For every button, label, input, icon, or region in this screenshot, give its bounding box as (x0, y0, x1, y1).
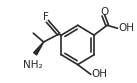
Text: F: F (43, 12, 49, 22)
Text: OH: OH (92, 69, 108, 79)
Text: O: O (100, 6, 108, 17)
Text: OH: OH (118, 23, 134, 33)
Polygon shape (34, 42, 44, 55)
Text: NH₂: NH₂ (23, 60, 43, 70)
